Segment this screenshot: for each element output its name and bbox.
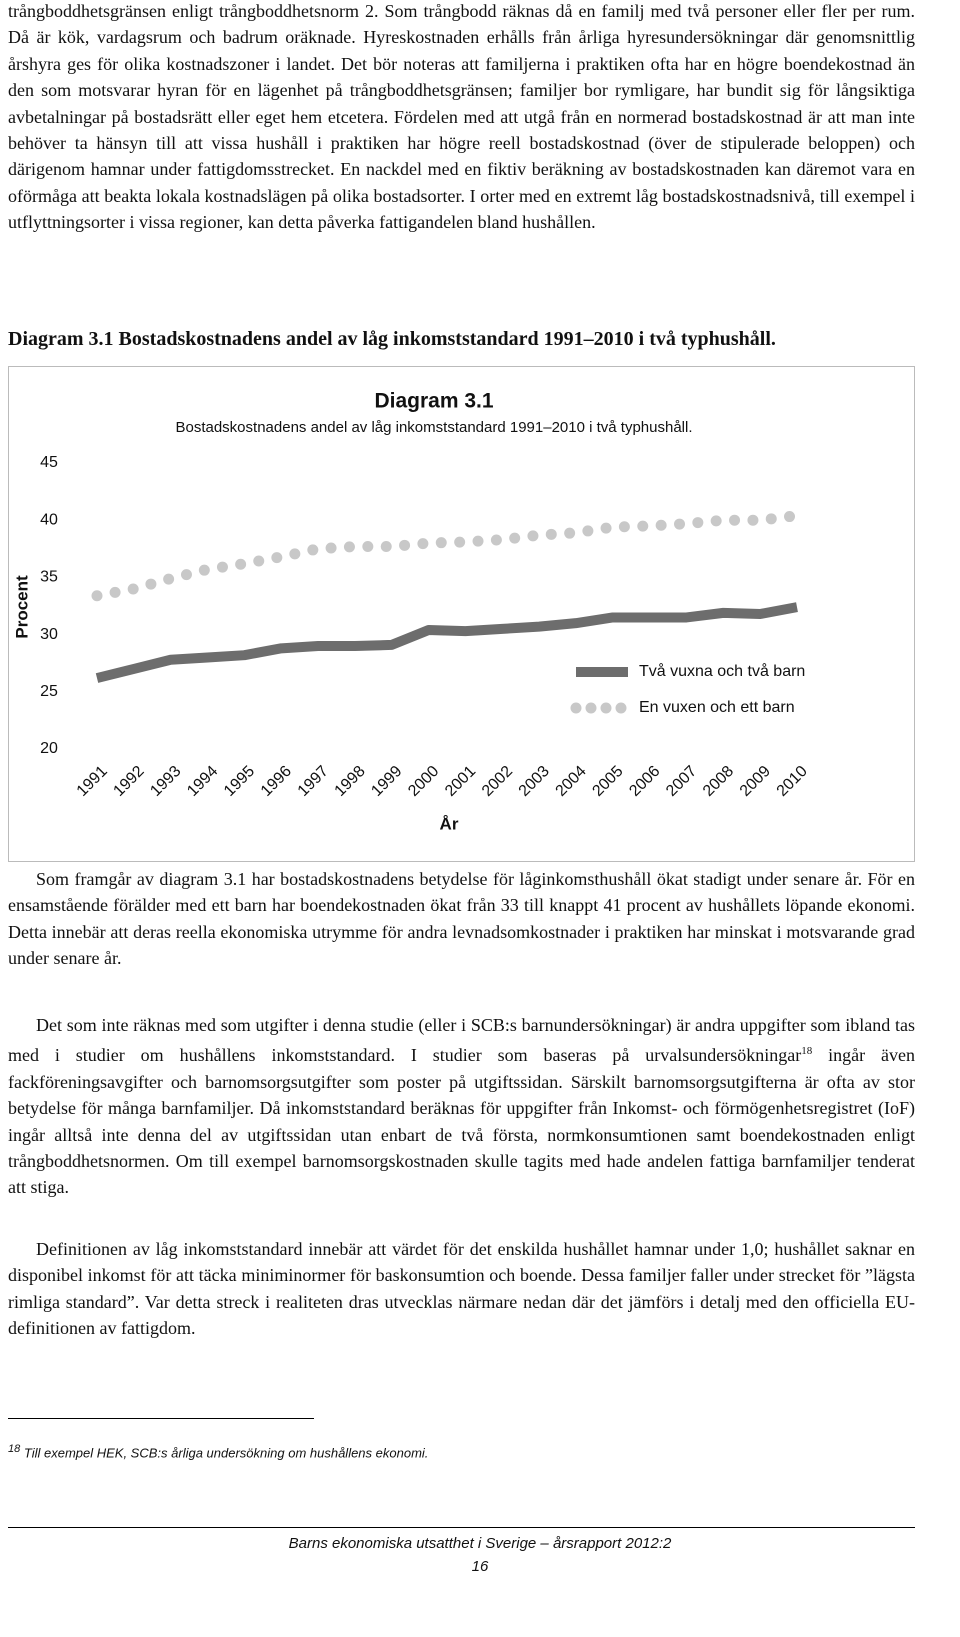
x-tick-label: 2004: [553, 763, 590, 800]
footnote-rule: [8, 1418, 314, 1419]
paragraph: Definitionen av låg inkomststandard inne…: [8, 1239, 915, 1339]
y-tick-label: 30: [40, 626, 58, 643]
x-tick-label: 1997: [295, 763, 332, 800]
paragraph: trångboddhetsgränsen enligt trångboddhet…: [8, 1, 915, 233]
x-tick-label: 1998: [332, 763, 369, 800]
figure-caption: Diagram 3.1 Bostadskostnadens andel av l…: [8, 328, 776, 350]
footnote-text: Till exempel HEK, SCB:s årliga undersökn…: [23, 1445, 429, 1461]
y-tick-label: 20: [40, 740, 58, 757]
page-number: 16: [471, 1558, 489, 1575]
x-tick-label: 2003: [516, 763, 553, 800]
text: ingår även fackföreningsavgifter och bar…: [8, 1045, 916, 1198]
chart-title: Diagram 3.1: [374, 390, 493, 413]
series-line: [91, 510, 803, 602]
x-tick-label: 2005: [589, 763, 626, 800]
legend-label: En vuxen och ett barn: [639, 699, 795, 716]
paragraph: Det som inte räknas med som utgifter i d…: [8, 1012, 915, 1201]
legend-label: Två vuxna och två barn: [639, 662, 805, 680]
footnote-ref: 18: [801, 1045, 813, 1058]
x-tick-label: 2008: [700, 763, 737, 800]
x-tick-label: 1996: [258, 763, 295, 800]
footer-rule: [8, 1527, 915, 1528]
y-axis-label: Procent: [12, 575, 31, 639]
x-tick-label: 2006: [626, 763, 663, 800]
x-tick-label: 1994: [184, 763, 221, 800]
chart: Diagram 3.1 Bostadskostnadens andel av l…: [12, 390, 811, 834]
x-tick-label: 2009: [737, 763, 774, 800]
x-tick-label: 1995: [221, 763, 258, 800]
x-tick-label: 1999: [368, 763, 405, 800]
footer-title: Barns ekonomiska utsatthet i Sverige – å…: [288, 1535, 672, 1552]
x-tick-label: 1993: [147, 763, 184, 800]
footnote-number: 18: [8, 1443, 21, 1455]
footnote: 18 Till exempel HEK, SCB:s årliga unders…: [8, 1443, 428, 1460]
y-tick-label: 35: [40, 569, 58, 586]
chart-frame: Diagram 3.1 Bostadskostnadens andel av l…: [8, 366, 915, 862]
x-tick-label: 2002: [479, 763, 516, 800]
x-tick-label: 2001: [442, 763, 479, 800]
y-tick-label: 40: [40, 511, 58, 528]
x-tick-label: 2000: [405, 763, 442, 800]
x-tick-label: 1992: [110, 763, 147, 800]
x-tick-label: 1991: [74, 763, 111, 800]
y-tick-label: 45: [40, 454, 58, 471]
text: Det som inte räknas med som utgifter i d…: [8, 1015, 915, 1066]
series-line: [95, 602, 798, 683]
chart-subtitle: Bostadskostnadens andel av låg inkomstst…: [175, 419, 692, 436]
paragraph: Som framgår av diagram 3.1 har bostadsko…: [8, 869, 915, 969]
x-tick-label: 2007: [663, 763, 700, 800]
x-axis-label: År: [440, 814, 459, 833]
y-tick-label: 25: [40, 683, 58, 700]
x-tick-label: 2010: [774, 763, 811, 800]
